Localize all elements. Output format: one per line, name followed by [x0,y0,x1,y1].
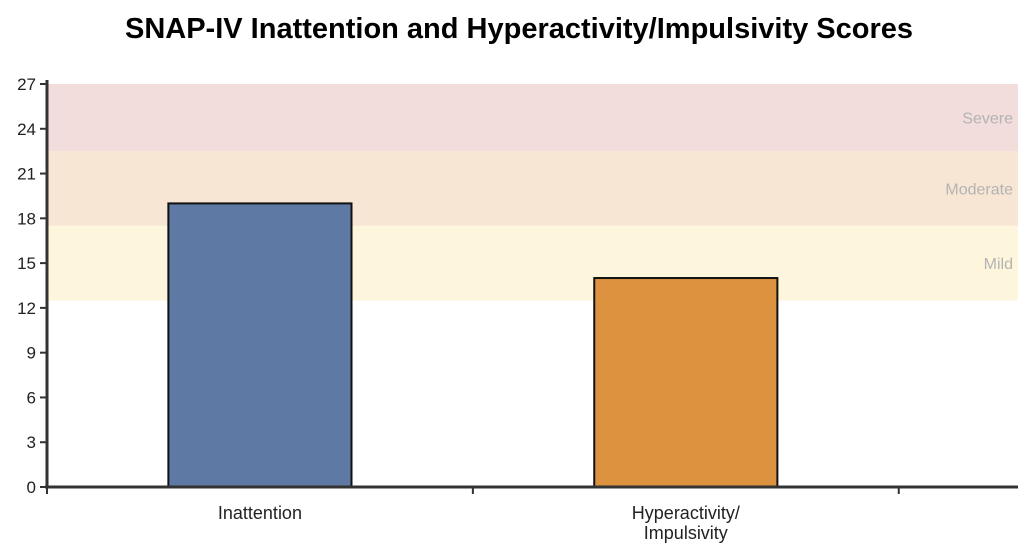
y-tick-label-12: 12 [17,299,36,318]
chart-title: SNAP-IV Inattention and Hyperactivity/Im… [125,13,913,45]
y-tick-label-0: 0 [27,478,36,497]
labels: Inattention Hyperactivity/Impulsivity [218,503,740,543]
bar-hyperactivity-impulsivity [593,277,779,489]
band-label-moderate: Moderate [945,181,1013,198]
bar-inattention [167,202,353,488]
category-label-hyperactivity-impulsivity: Hyperactivity/Impulsivity [632,503,740,543]
y-tick-label-24: 24 [17,120,36,139]
y-tick-label-6: 6 [27,388,36,407]
axes: 0 3 6 9 12 15 18 21 24 27 [17,75,1018,497]
y-tick-label-27: 27 [17,75,36,94]
y-tick-label-9: 9 [27,344,36,363]
y-tick-label-15: 15 [17,254,36,273]
band-label-severe: Severe [962,111,1013,128]
y-tick-label-18: 18 [17,209,36,228]
y-tick-label-3: 3 [27,433,36,452]
y-tick-label-21: 21 [17,165,36,184]
category-label-inattention: Inattention [218,503,302,523]
band-severe [47,84,1018,152]
bars [167,202,779,489]
band-label-mild: Mild [984,256,1013,273]
